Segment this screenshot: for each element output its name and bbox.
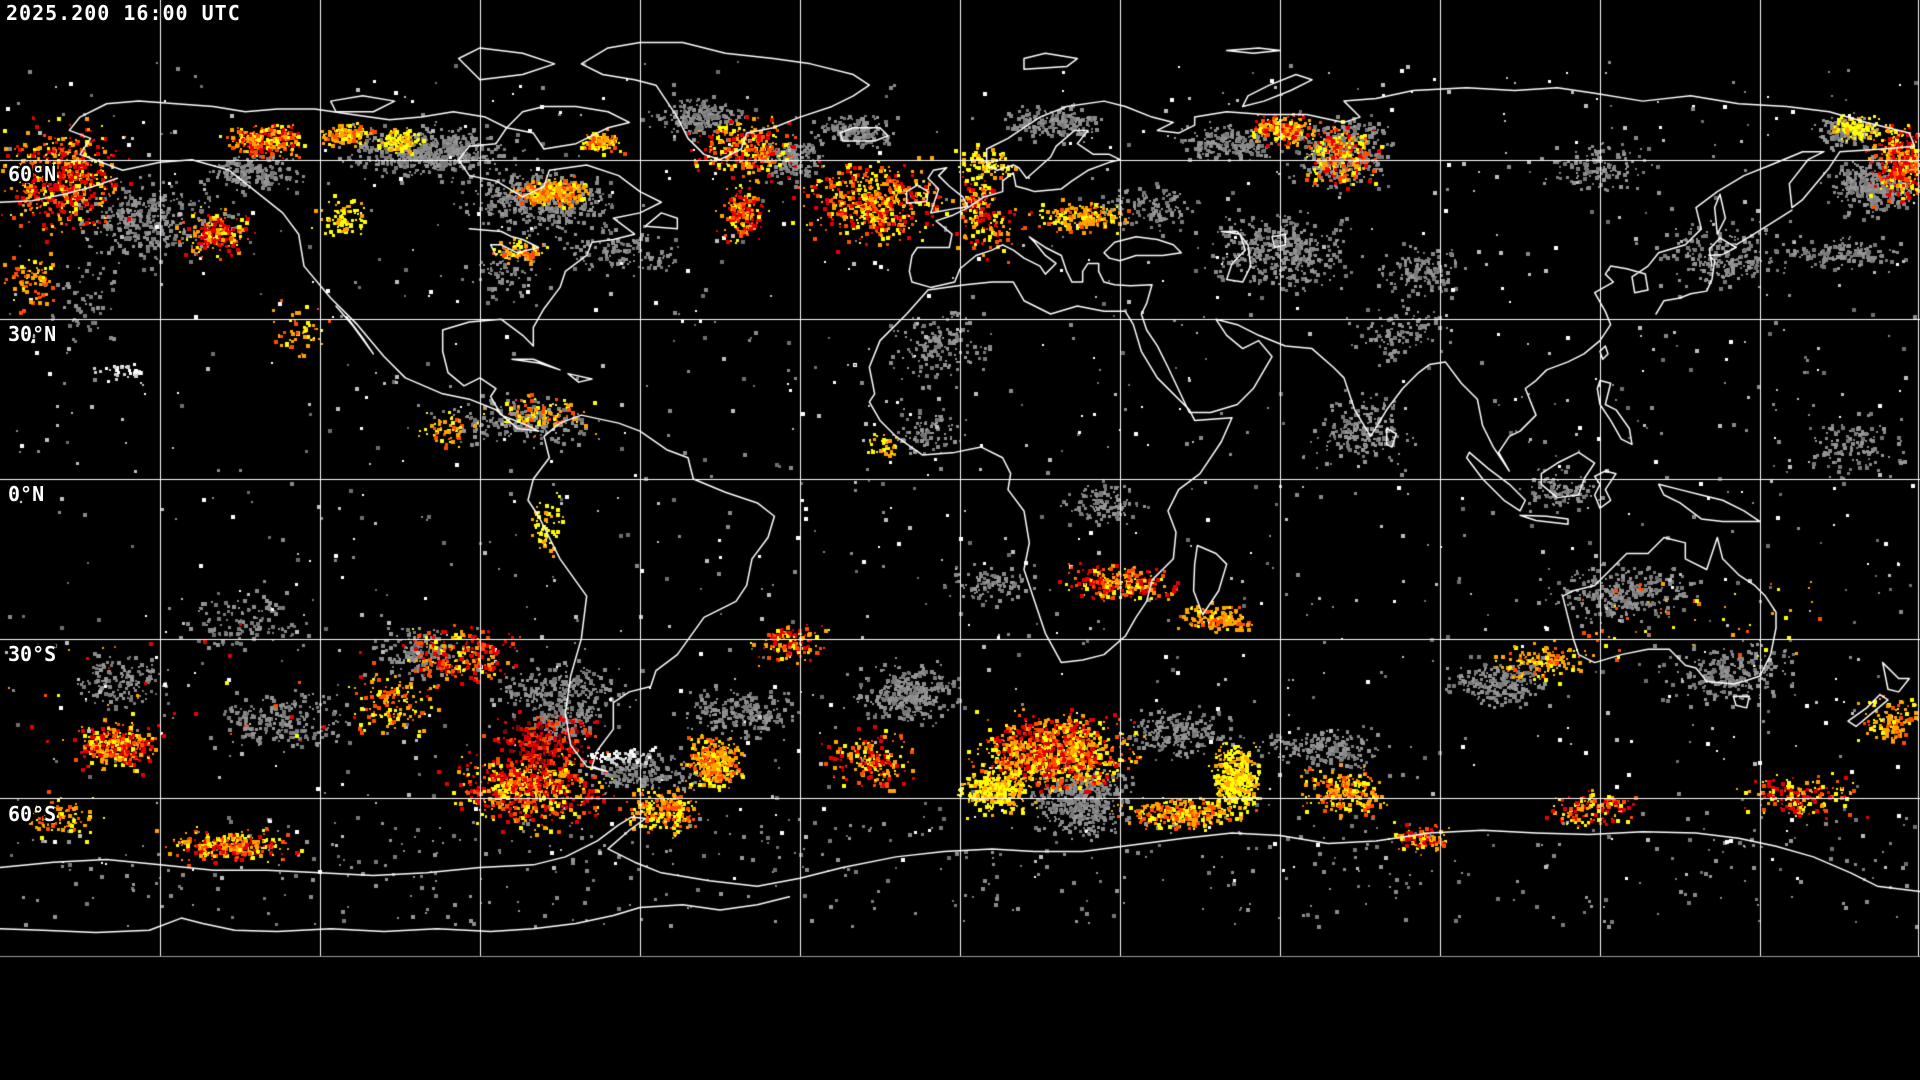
legend-bar: SLW Large Drop Index 13.5-16 16-19 19-22… [0, 958, 1920, 1080]
world-map-canvas [0, 0, 1920, 958]
lat-label-30s: 30°S [8, 642, 57, 666]
lat-label-60n: 60°N [8, 162, 57, 186]
lat-label-60s: 60°S [8, 802, 57, 826]
timestamp: 2025.200 16:00 UTC [6, 1, 241, 25]
lat-label-30n: 30°N [8, 322, 57, 346]
lat-label-0n: 0°N [8, 482, 45, 506]
